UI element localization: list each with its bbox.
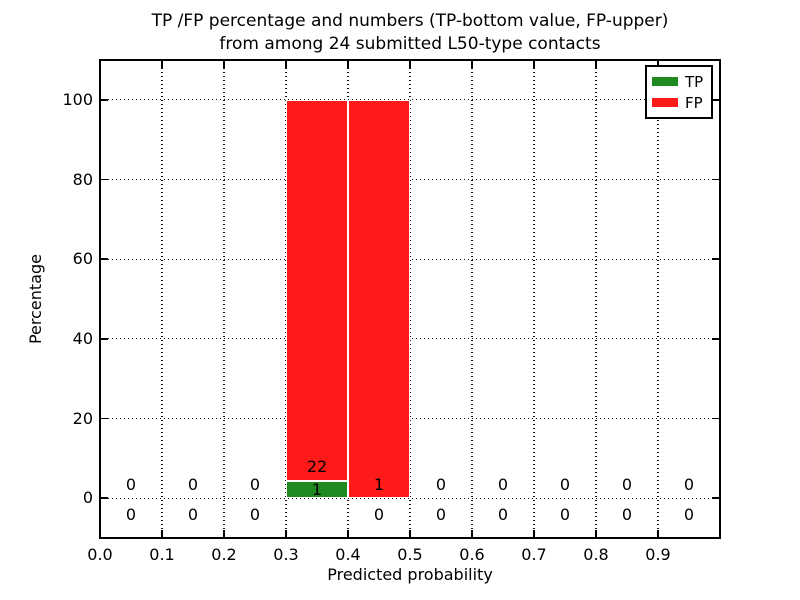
bar-segment-fp: [348, 99, 410, 499]
annotation-tp-count: 0: [559, 504, 571, 524]
x-tick-mark-bottom: [285, 530, 287, 537]
x-tick-mark-top: [99, 61, 101, 68]
chart-title: TP /FP percentage and numbers (TP-bottom…: [110, 10, 710, 56]
gridline-vertical: [285, 60, 287, 538]
x-tick-mark-top: [471, 61, 473, 68]
annotation-fp-count: 0: [559, 474, 571, 494]
axis-spine-right: [719, 59, 721, 539]
bar-segment-fp: [286, 99, 348, 481]
plot-area: 0 0 0 0 0 0 22 1 1 0 0 0 0 0 0 0 0 0 0 0: [100, 60, 720, 538]
x-tick-label: 0.6: [459, 545, 485, 564]
x-tick-mark-top: [595, 61, 597, 68]
annotation-fp-count: 22: [306, 457, 328, 477]
x-tick-mark-bottom: [409, 530, 411, 537]
y-tick-label: 80: [72, 169, 93, 189]
y-tick-mark-right: [712, 338, 719, 340]
x-tick-label: 0.3: [273, 545, 299, 564]
legend: TP FP: [645, 65, 713, 119]
y-tick-mark-left: [101, 178, 108, 181]
y-tick-mark-right: [712, 99, 719, 101]
annotation-tp-count: 0: [497, 504, 509, 524]
x-tick-mark-top: [409, 61, 411, 68]
x-tick-label: 0.0: [87, 545, 113, 564]
annotation-fp-count: 0: [497, 474, 509, 494]
gridline-vertical: [657, 60, 659, 538]
annotation-fp-count: 0: [187, 474, 199, 494]
y-tick-mark-left: [101, 417, 108, 420]
annotation-tp-count: 0: [435, 504, 447, 524]
x-tick-mark-bottom: [657, 530, 659, 537]
tp-color-swatch: [652, 77, 678, 86]
annotation-fp-count: 1: [373, 474, 385, 494]
annotation-fp-count: 0: [125, 474, 137, 494]
y-tick-label: 0: [82, 488, 93, 508]
fp-color-swatch: [652, 98, 678, 107]
y-tick-mark-right: [712, 178, 719, 181]
x-tick-label: 0.5: [397, 545, 423, 564]
annotation-tp-count: 0: [683, 504, 695, 524]
x-tick-mark-bottom: [99, 530, 101, 537]
gridline-vertical: [533, 60, 535, 538]
x-tick-mark-bottom: [347, 530, 349, 537]
gridline-vertical: [161, 60, 163, 538]
y-tick-mark-left: [101, 258, 108, 260]
x-tick-mark-bottom: [223, 530, 225, 537]
y-axis-label: Percentage: [26, 254, 45, 345]
x-tick-label: 0.9: [645, 545, 671, 564]
y-tick-label: 100: [62, 89, 93, 109]
y-tick-label: 40: [72, 328, 93, 348]
chart-title-line1: TP /FP percentage and numbers (TP-bottom…: [151, 11, 669, 31]
x-tick-mark-bottom: [161, 530, 163, 537]
legend-label-fp: FP: [685, 93, 703, 112]
x-tick-label: 0.4: [335, 545, 361, 564]
annotation-tp-count: 0: [249, 504, 261, 524]
y-tick-label: 60: [72, 249, 93, 269]
x-tick-mark-top: [161, 61, 163, 68]
legend-entry-tp: TP: [652, 71, 706, 92]
x-tick-label: 0.1: [149, 545, 175, 564]
x-axis-label: Predicted probability: [327, 565, 493, 584]
x-tick-mark-top: [347, 61, 349, 68]
legend-label-tp: TP: [685, 72, 704, 91]
x-tick-mark-bottom: [595, 530, 597, 537]
x-tick-mark-bottom: [533, 530, 535, 537]
x-tick-mark-top: [533, 61, 535, 68]
chart-title-line2: from among 24 submitted L50-type contact…: [219, 34, 601, 54]
annotation-fp-count: 0: [683, 474, 695, 494]
x-tick-mark-bottom: [471, 530, 473, 537]
annotation-tp-count: 1: [311, 480, 323, 500]
annotation-tp-count: 0: [621, 504, 633, 524]
y-tick-label: 20: [72, 408, 93, 428]
legend-entry-fp: FP: [652, 92, 706, 113]
x-tick-mark-top: [657, 61, 659, 68]
annotation-tp-count: 0: [125, 504, 137, 524]
annotation-tp-count: 0: [373, 504, 385, 524]
y-tick-mark-left: [101, 338, 108, 340]
gridline-vertical: [223, 60, 225, 538]
bar-segment-tp: [286, 480, 348, 499]
annotation-fp-count: 0: [435, 474, 447, 494]
x-tick-label: 0.2: [211, 545, 237, 564]
axis-spine-left: [99, 59, 101, 539]
x-tick-label: 0.8: [583, 545, 609, 564]
x-tick-mark-top: [285, 61, 287, 68]
y-tick-mark-left: [101, 497, 108, 499]
axis-spine-top: [99, 59, 721, 61]
annotation-fp-count: 0: [621, 474, 633, 494]
axis-spine-bottom: [99, 537, 721, 539]
annotation-fp-count: 0: [249, 474, 261, 494]
y-tick-mark-right: [712, 417, 719, 420]
y-tick-mark-left: [101, 99, 108, 101]
x-tick-mark-top: [223, 61, 225, 68]
y-tick-mark-right: [712, 497, 719, 499]
x-tick-label: 0.7: [521, 545, 547, 564]
y-tick-mark-right: [712, 258, 719, 260]
gridline-vertical: [595, 60, 597, 538]
gridline-vertical: [471, 60, 473, 538]
annotation-tp-count: 0: [187, 504, 199, 524]
